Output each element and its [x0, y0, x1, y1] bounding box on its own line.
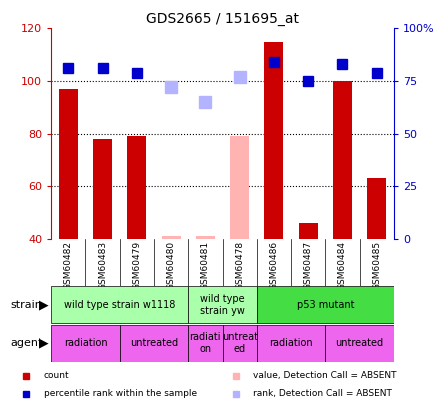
Text: GSM60482: GSM60482 [64, 241, 73, 290]
Text: GSM60480: GSM60480 [166, 241, 176, 290]
Title: GDS2665 / 151695_at: GDS2665 / 151695_at [146, 12, 299, 26]
Text: GSM60484: GSM60484 [338, 241, 347, 290]
Text: radiati
on: radiati on [190, 333, 221, 354]
Text: untreat
ed: untreat ed [222, 333, 258, 354]
Text: ▶: ▶ [39, 337, 49, 350]
Bar [59, 89, 78, 239]
Text: GSM60481: GSM60481 [201, 241, 210, 290]
Bar [120, 325, 188, 362]
Text: untreated: untreated [336, 338, 384, 348]
Bar [222, 325, 257, 362]
Bar [325, 325, 394, 362]
Text: GSM60479: GSM60479 [132, 241, 142, 290]
Bar [257, 286, 394, 323]
Bar [264, 41, 283, 239]
Bar [188, 286, 257, 323]
Text: GSM60487: GSM60487 [303, 241, 313, 290]
Bar [51, 286, 188, 323]
Bar [299, 223, 318, 239]
Bar [127, 136, 146, 239]
Text: rank, Detection Call = ABSENT: rank, Detection Call = ABSENT [253, 389, 392, 398]
Text: wild type
strain yw: wild type strain yw [200, 294, 245, 315]
Text: radiation: radiation [269, 338, 313, 348]
Bar [93, 139, 112, 239]
Bar [230, 136, 249, 239]
Text: GSM60483: GSM60483 [98, 241, 107, 290]
Text: GSM60486: GSM60486 [269, 241, 279, 290]
Text: percentile rank within the sample: percentile rank within the sample [44, 389, 197, 398]
Bar [162, 237, 181, 239]
Bar [333, 81, 352, 239]
Text: value, Detection Call = ABSENT: value, Detection Call = ABSENT [253, 371, 396, 380]
Text: GSM60485: GSM60485 [372, 241, 381, 290]
Text: wild type strain w1118: wild type strain w1118 [64, 300, 175, 310]
Text: agent: agent [10, 338, 42, 348]
Bar [188, 325, 222, 362]
Text: untreated: untreated [130, 338, 178, 348]
Text: strain: strain [10, 300, 42, 310]
Bar [196, 237, 215, 239]
Bar [367, 178, 386, 239]
Text: ▶: ▶ [39, 298, 49, 311]
Bar [257, 325, 325, 362]
Text: GSM60478: GSM60478 [235, 241, 244, 290]
Bar [51, 325, 120, 362]
Text: count: count [44, 371, 69, 380]
Text: radiation: radiation [64, 338, 107, 348]
Text: p53 mutant: p53 mutant [296, 300, 354, 310]
